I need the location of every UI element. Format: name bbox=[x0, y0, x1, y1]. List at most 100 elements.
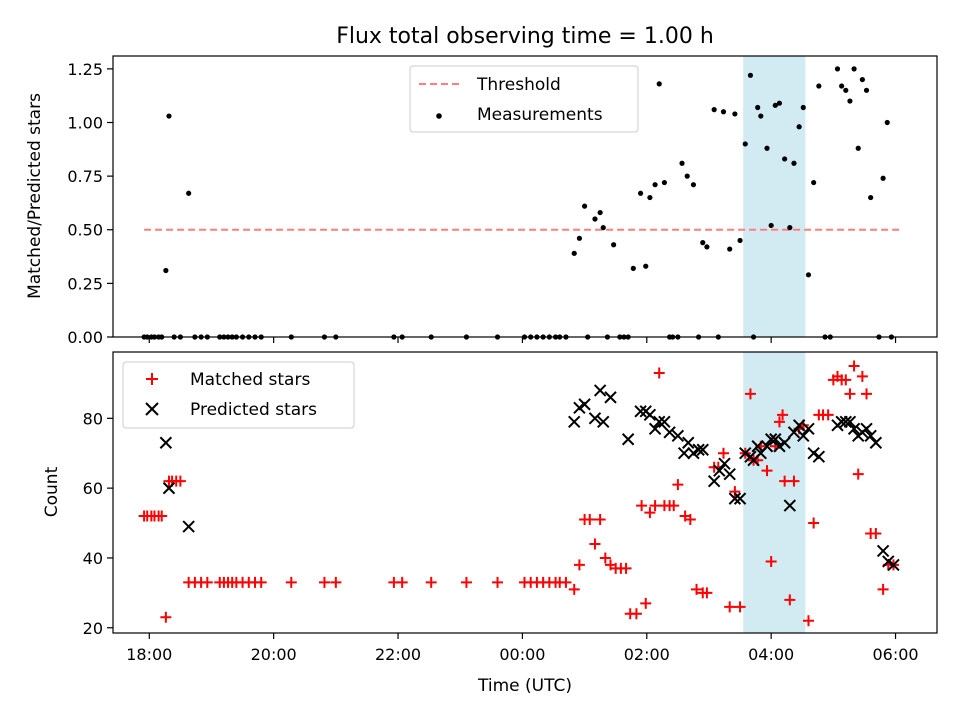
matched-stars-marker bbox=[160, 611, 172, 623]
x-tick-label: 18:00 bbox=[126, 645, 172, 664]
measurements-point bbox=[776, 100, 783, 106]
matched-stars-marker bbox=[644, 507, 656, 519]
ratio-legend: Threshold Measurements bbox=[409, 65, 639, 133]
measurements-point bbox=[630, 265, 636, 271]
predicted-stars-marker bbox=[869, 436, 883, 449]
measurements-point bbox=[758, 113, 764, 119]
y-tick-label: 20 bbox=[83, 619, 103, 638]
matched-stars-marker bbox=[255, 576, 267, 588]
predicted-stars-marker bbox=[182, 520, 195, 533]
measurements-point bbox=[647, 194, 653, 201]
measurements-point bbox=[679, 160, 685, 166]
matched-stars-marker bbox=[620, 562, 632, 574]
measurements-point bbox=[661, 179, 668, 186]
matched-stars-marker bbox=[636, 500, 648, 512]
predicted-stars-marker bbox=[843, 415, 857, 429]
measurements-point bbox=[772, 102, 778, 108]
y-tick-label: 0.00 bbox=[67, 328, 103, 347]
predicted-stars-marker bbox=[887, 558, 900, 572]
predicted-stars-marker bbox=[588, 412, 602, 425]
ratio-legend-box bbox=[409, 65, 639, 133]
ratio-y-axis-label: Matched/Predicted stars bbox=[25, 93, 45, 299]
predicted-stars-marker bbox=[718, 457, 731, 470]
y-tick-label: 40 bbox=[83, 549, 103, 568]
matched-stars-marker bbox=[425, 576, 437, 588]
matched-stars-marker bbox=[691, 583, 703, 595]
measurements-point bbox=[732, 111, 738, 117]
matched-stars-marker bbox=[877, 583, 889, 595]
matched-stars-marker bbox=[640, 597, 652, 609]
y-tick-label: 60 bbox=[83, 479, 103, 498]
measurements-point bbox=[811, 179, 817, 186]
measurements-point bbox=[684, 173, 690, 179]
predicted-stars-marker bbox=[797, 429, 810, 442]
x-tick-label: 20:00 bbox=[251, 645, 297, 664]
matched-stars-marker bbox=[856, 370, 868, 382]
matched-stars-marker bbox=[460, 576, 472, 588]
predicted-stars-marker bbox=[812, 450, 826, 463]
y-tick-label: 80 bbox=[83, 409, 103, 428]
matched-stars-marker bbox=[840, 374, 852, 386]
predicted-stars-marker bbox=[643, 408, 657, 422]
measurements-point bbox=[656, 81, 662, 87]
matched-stars-marker bbox=[573, 559, 585, 571]
measurements-point bbox=[700, 240, 706, 246]
measurements-point bbox=[643, 263, 649, 269]
measurements-point bbox=[163, 267, 169, 274]
matched-stars-marker bbox=[852, 468, 864, 480]
predicted-stars-marker bbox=[663, 426, 676, 439]
predicted-stars-marker bbox=[876, 544, 890, 558]
measurements-point bbox=[597, 209, 603, 216]
count-panel: 20 40 60 80 18:00 20:00 22:00 00:00 02:00 04:00 06… bbox=[42, 351, 938, 696]
matched-stars-marker bbox=[630, 608, 642, 620]
measurements-point bbox=[859, 76, 865, 83]
matched-stars-marker bbox=[808, 517, 820, 529]
predicted-stars-marker bbox=[677, 447, 691, 460]
measurements-point bbox=[839, 83, 845, 89]
measurements-point bbox=[800, 104, 806, 111]
matched-stars-marker bbox=[773, 416, 785, 428]
predicted-stars-marker bbox=[733, 492, 747, 505]
matched-stars-marker bbox=[717, 447, 729, 459]
measurements-point bbox=[704, 244, 710, 250]
measurements-point bbox=[576, 235, 583, 241]
matched-stars-marker bbox=[330, 576, 342, 588]
legend-matched-swatch bbox=[146, 373, 158, 385]
measurements-point bbox=[884, 119, 890, 126]
highlight-span bbox=[743, 56, 806, 337]
measurements-point bbox=[834, 66, 841, 72]
predicted-stars-marker bbox=[860, 422, 873, 436]
measurements-point bbox=[863, 87, 870, 93]
y-tick-label: 0.50 bbox=[67, 221, 103, 240]
count-legend-box bbox=[122, 361, 355, 429]
measurements-point bbox=[764, 145, 770, 151]
x-tick-label: 22:00 bbox=[375, 645, 421, 664]
predicted-stars-marker bbox=[604, 391, 617, 404]
count-axis-ticks: 20 40 60 80 18:00 20:00 22:00 00:00 02:00 04:00 06… bbox=[83, 409, 919, 664]
measurements-point bbox=[592, 216, 598, 222]
predicted-stars-marker bbox=[653, 415, 666, 429]
matched-stars-marker bbox=[779, 475, 791, 487]
ratio-axis-ticks: 0.00 0.25 0.50 0.75 1.00 1.25 bbox=[67, 60, 897, 347]
legend-measurements-label: Measurements bbox=[477, 105, 603, 125]
predicted-stars-marker bbox=[682, 436, 695, 449]
y-tick-label: 0.75 bbox=[67, 167, 103, 186]
predicted-stars-marker bbox=[792, 419, 806, 432]
matched-stars-marker bbox=[724, 601, 736, 613]
x-tick-label: 06:00 bbox=[872, 645, 918, 664]
matched-stars-marker bbox=[734, 601, 746, 613]
y-tick-label: 0.25 bbox=[67, 274, 103, 293]
predicted-stars-marker bbox=[696, 443, 709, 456]
matched-stars-marker bbox=[822, 409, 834, 421]
matched-stars-marker bbox=[396, 576, 408, 588]
measurements-point bbox=[720, 109, 727, 115]
measurements-point bbox=[768, 222, 774, 229]
measurements-point bbox=[690, 182, 697, 188]
predicted-stars-marker bbox=[723, 467, 736, 481]
matched-stars-marker bbox=[318, 576, 330, 588]
predicted-stars-marker bbox=[593, 384, 607, 397]
matched-stars-marker bbox=[594, 514, 606, 526]
ratio-axes-frame bbox=[112, 55, 938, 338]
predicted-stars-marker bbox=[671, 429, 685, 442]
